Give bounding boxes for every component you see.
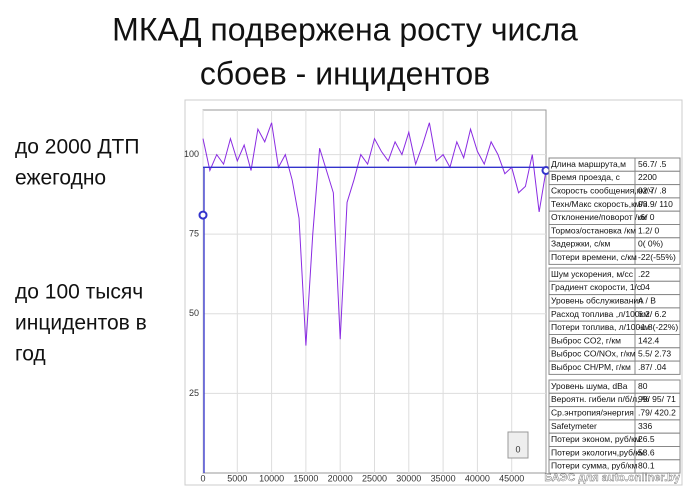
row-value: 5.5/ 2.73 — [638, 349, 671, 359]
row-value: 26.5 — [638, 434, 655, 444]
x-tick-label: 20000 — [328, 473, 353, 483]
row-value: 0( 0%) — [638, 239, 663, 249]
row-value: 56.7/ .5 — [638, 159, 667, 169]
row-label: Выброс CO/NOx, г/км — [551, 349, 636, 359]
row-label: Время проезда, с — [551, 172, 621, 182]
row-label: Уровень обслуживания — [551, 296, 643, 306]
row-label: Уровень шума, dBa — [551, 381, 628, 391]
spinner — [507, 431, 529, 459]
row-value: -22(-55%) — [638, 252, 676, 262]
table-cell — [634, 250, 681, 265]
row-value: 2200 — [638, 172, 657, 182]
x-tick-label: 30000 — [396, 473, 421, 483]
slide-title: сбоев - инцидентов — [200, 55, 490, 91]
side-text: ежегодно — [15, 167, 106, 190]
row-label: Потери эконом, руб/км — [551, 434, 641, 444]
row-value: 336 — [638, 421, 652, 431]
y-tick-label: 100 — [184, 149, 199, 159]
row-value: .6/ 0 — [638, 212, 655, 222]
side-text: год — [15, 343, 46, 366]
y-tick-label: 25 — [189, 388, 199, 398]
table-cell — [634, 360, 681, 375]
x-tick-label: 0 — [200, 473, 205, 483]
row-value: 6.2/ 6.2 — [638, 309, 667, 319]
x-tick-label: 25000 — [362, 473, 387, 483]
stats-table: Длина маршрута,м 56.7/ .5 Время проезда, с… — [548, 157, 681, 265]
row-value: 99/ 95/ 71 — [638, 394, 676, 404]
table-cell — [634, 459, 681, 474]
x-tick-label: 45000 — [499, 473, 524, 483]
data-line — [202, 122, 547, 346]
side-text: до 100 тысяч — [15, 281, 143, 304]
row-value: -1.8(-22%) — [638, 322, 678, 332]
watermark: БАЭС для auto.onliner.by — [544, 472, 681, 484]
row-label: Техн/Макс скорость,км/ч — [551, 199, 647, 209]
endpoint-marker — [198, 210, 208, 220]
row-value: A / B — [638, 296, 656, 306]
slide-title: МКАД подвержена росту числа — [112, 11, 578, 47]
row-label: Шум ускорения, м/сс — [551, 269, 634, 279]
row-label: Потери времени, с/км — [551, 252, 637, 262]
row-label: Safetymeter — [551, 421, 597, 431]
row-label: Тормоз/остановка /км — [551, 225, 636, 235]
row-value: .87/ .04 — [638, 362, 667, 372]
row-label: Отклонение/поворот /км — [551, 212, 647, 222]
row-value: 80.1 — [638, 461, 655, 471]
x-tick-label: 10000 — [259, 473, 284, 483]
y-tick-label: 75 — [189, 229, 199, 239]
endpoint-marker — [541, 166, 551, 175]
row-value: 80 — [638, 381, 648, 391]
row-value: 53.6 — [638, 447, 655, 457]
side-text: инцидентов в — [15, 312, 147, 335]
row-label: Ср.энтропия/энергия — [551, 408, 634, 418]
row-label: Длина маршрута,м — [551, 159, 626, 169]
x-tick-label: 40000 — [465, 473, 490, 483]
row-value: .22 — [638, 269, 650, 279]
row-label: Расход топлива ,л/100км — [551, 309, 649, 319]
row-value: 92.7/ .8 — [638, 186, 667, 196]
row-label: Вероятн. гибели п/б/л, % — [551, 394, 650, 404]
row-label: Скорость сообщения,км/ч — [551, 186, 653, 196]
row-label: Выброс CO2, г/км — [551, 335, 621, 345]
spinner-value: 0 — [515, 444, 520, 454]
row-value: 93.9/ 110 — [638, 199, 673, 209]
stats-table: Шум ускорения, м/сс .22 Градиент скорости,… — [548, 267, 681, 375]
y-tick-label: 50 — [189, 308, 199, 318]
row-label: Потери топлива, л/100км — [551, 322, 650, 332]
x-tick-label: 15000 — [293, 473, 318, 483]
x-tick-label: 35000 — [431, 473, 456, 483]
row-label: Градиент скорости, 1/с — [551, 282, 642, 292]
side-text: до 2000 ДТП — [15, 136, 139, 159]
row-label: Задержки, с/км — [551, 239, 610, 249]
x-tick-label: 5000 — [227, 473, 247, 483]
row-value: 142.4 — [638, 335, 660, 345]
row-value: .79/ 420.2 — [638, 408, 676, 418]
row-value: 1.2/ 0 — [638, 225, 660, 235]
row-label: Потери сумма, руб/км — [551, 461, 637, 471]
stats-table: Уровень шума, dBa 80 Вероятн. гибели п/б/л… — [548, 379, 681, 474]
row-value: .04 — [638, 282, 650, 292]
row-label: Потери экологич,руб/км — [551, 447, 645, 457]
row-label: Выброс CH/PM, г/км — [551, 362, 631, 372]
